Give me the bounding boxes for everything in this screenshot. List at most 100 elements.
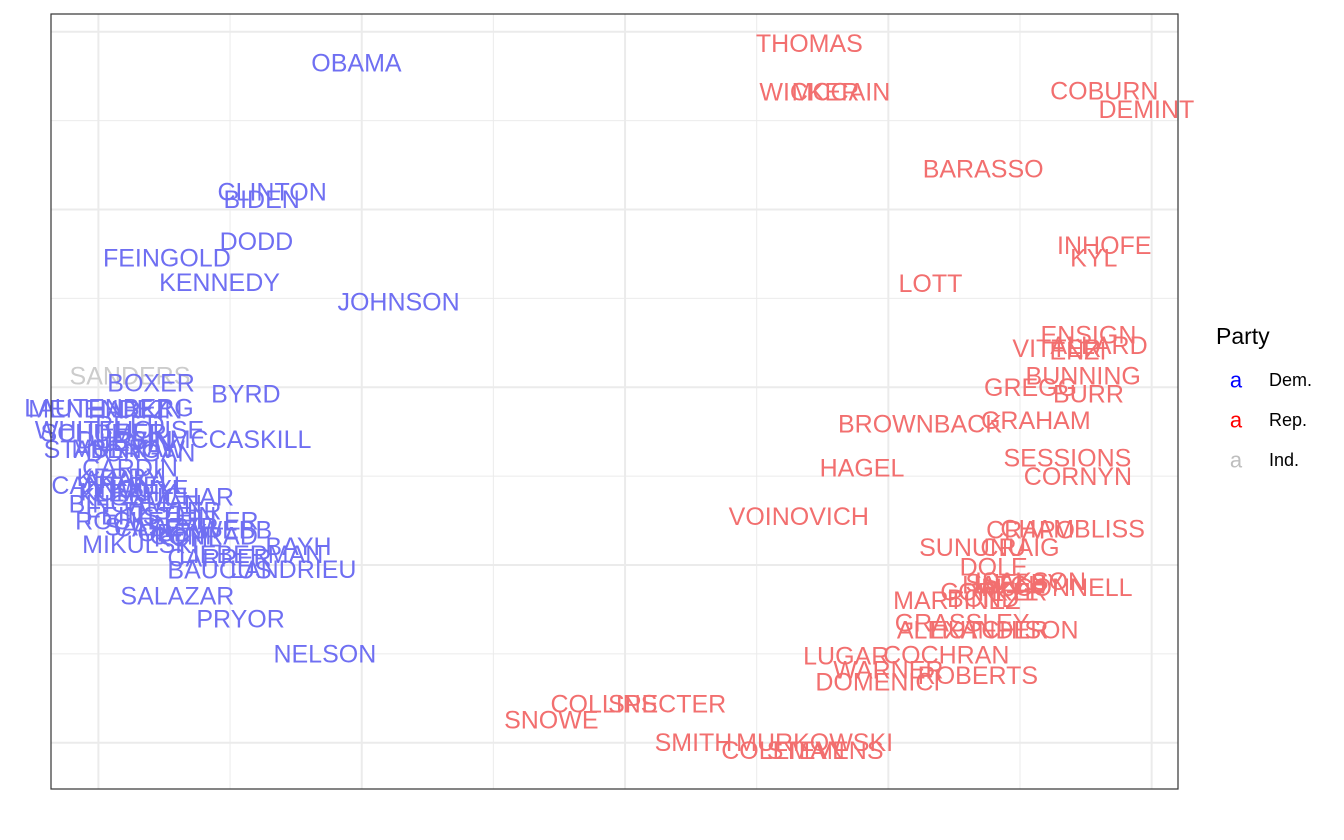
senator-label: REED (95, 412, 164, 440)
senator-label: DURBIN (77, 427, 173, 455)
senator-label: SANDERS (70, 362, 191, 390)
senator-label: CANTWELL (51, 472, 187, 500)
senator-label: BARASSO (923, 156, 1044, 184)
senator-label: INHOFE (1057, 232, 1151, 260)
senator-label: SUNUNU (919, 534, 1026, 562)
senator-label: BROWNBACK (838, 410, 1002, 438)
senator-label: KERRY (77, 464, 163, 492)
senator-label: DODD (220, 228, 294, 256)
senator-label: ALEXANDER (897, 616, 1048, 644)
senator-label: WICKER (759, 79, 859, 107)
senator-label: MENENDEZ (28, 396, 168, 424)
senator-label: LEAHY (94, 480, 176, 508)
senator-label: WEBB (199, 517, 273, 545)
senator-label: WHITEHOUSE (35, 417, 204, 445)
senator-label: DOMENICI (815, 668, 940, 696)
legend-title: Party (1216, 323, 1270, 349)
senator-label: BAYH (265, 533, 331, 561)
senator-label: ENZI (1049, 337, 1106, 365)
senator-label: COCHRAN (883, 641, 1009, 669)
senator-label: COLLINS (550, 691, 657, 719)
senator-label: LEVIN (99, 429, 171, 457)
senator-label: STEVENS (767, 737, 884, 765)
legend-label: Rep. (1269, 410, 1307, 430)
senator-label: KYL (991, 578, 1038, 606)
senator-label: MIKULSKI (82, 531, 199, 559)
senator-label: LOTT (899, 270, 963, 298)
senator-label: FEINGOLD (103, 245, 231, 273)
senator-label: MCCASKILL (170, 426, 312, 454)
senator-label: KLOBUCHAR (79, 483, 235, 511)
senator-label: CARPER (167, 544, 271, 572)
senator-label: GREGG (984, 374, 1077, 402)
senator-label: CARDIN (82, 455, 178, 483)
senator-label: SPECTER (608, 691, 726, 719)
senator-label: CASEY (114, 514, 199, 542)
senator-label: BOND (947, 585, 1019, 613)
senator-label: DEMINT (1098, 96, 1194, 124)
senator-label: LIEBERMAN (179, 541, 323, 569)
senator-label: COLEMAN (721, 737, 845, 765)
senator-label: CORNYN (1024, 463, 1132, 491)
senator-label: BYRD (211, 380, 280, 408)
panel-background (51, 14, 1178, 789)
senator-label: MURRAY (71, 435, 178, 463)
senator-label: JOHNSON (337, 289, 459, 317)
senator-label: SALAZAR (120, 583, 234, 611)
senator-label: KOHL (80, 479, 148, 507)
senator-label: CRAIG (980, 534, 1059, 562)
senator-label: SALAZAR (105, 513, 219, 541)
senator-label: CORKER (940, 578, 1047, 606)
legend-key: a (1230, 408, 1243, 433)
senator-label: SNOWE (504, 707, 598, 735)
senator-label: CHAMBLISS (1000, 515, 1144, 543)
senator-label: BOXER (107, 369, 195, 397)
senator-label: HATCH (962, 571, 1046, 599)
senator-label: VOINOVICH (729, 503, 869, 531)
legend-label: Ind. (1269, 450, 1299, 470)
legend-label: Dem. (1269, 370, 1312, 390)
legend-key: a (1230, 448, 1243, 473)
senator-label: KOHL (154, 525, 222, 553)
legend-key: a (1230, 368, 1243, 393)
senator-label: SCHUMER (40, 419, 166, 447)
senator-label: ROCKEFELLER (75, 507, 258, 535)
senator-label: BUNNING (1026, 362, 1141, 390)
senator-label: OBEY (137, 520, 207, 548)
senator-label: BIDEN (223, 186, 299, 214)
senator-label: HUTCHISON (930, 616, 1079, 644)
senator-label: CLINTON (218, 178, 327, 206)
senator-label: CONRAD (150, 523, 258, 551)
senator-label: CRAPO (986, 517, 1075, 545)
senator-label: LANDRIEU (230, 556, 356, 584)
senator-label: ROBERTS (918, 662, 1038, 690)
grid-lines (51, 14, 1178, 789)
senator-label: PRYOR (196, 605, 284, 633)
senator-label: KYL (1070, 245, 1117, 273)
senator-label: INOUYE (93, 475, 189, 503)
senator-label: DORGAN (86, 439, 196, 467)
senator-label: McCONNELL (981, 574, 1133, 602)
senator-label: OBAMA (311, 49, 402, 77)
senator-label: HAGEL (820, 455, 905, 483)
senator-label: VITTER (1012, 335, 1101, 363)
senator-label: GRAHAM (981, 407, 1091, 435)
senator-label: SMITH (655, 729, 733, 757)
senator-label: ISAKSON (975, 568, 1086, 596)
senator-label: SESSIONS (1003, 444, 1131, 472)
senator-label: MCCAIN (792, 79, 891, 107)
party-legend: Party a Dem. a Rep. a Ind. (1216, 323, 1312, 473)
senator-label: MARTINEZ (893, 587, 1020, 615)
senator-label: BINGAMAN (69, 491, 202, 519)
senator-label: MURKOWSKI (736, 729, 893, 757)
legend-entries: a Dem. a Rep. a Ind. (1230, 368, 1312, 473)
senator-label: LAUTENBERG (24, 395, 193, 423)
senator-label: TESTER (123, 498, 222, 526)
senator-label: AKAKA (83, 466, 167, 494)
senator-label: BAUCUS (167, 557, 271, 585)
senator-label: KENNEDY (159, 269, 280, 297)
senator-label: COBURN (1050, 78, 1158, 106)
senator-label: ALLARD (1050, 332, 1147, 360)
senator-label: NELSON (273, 640, 376, 668)
